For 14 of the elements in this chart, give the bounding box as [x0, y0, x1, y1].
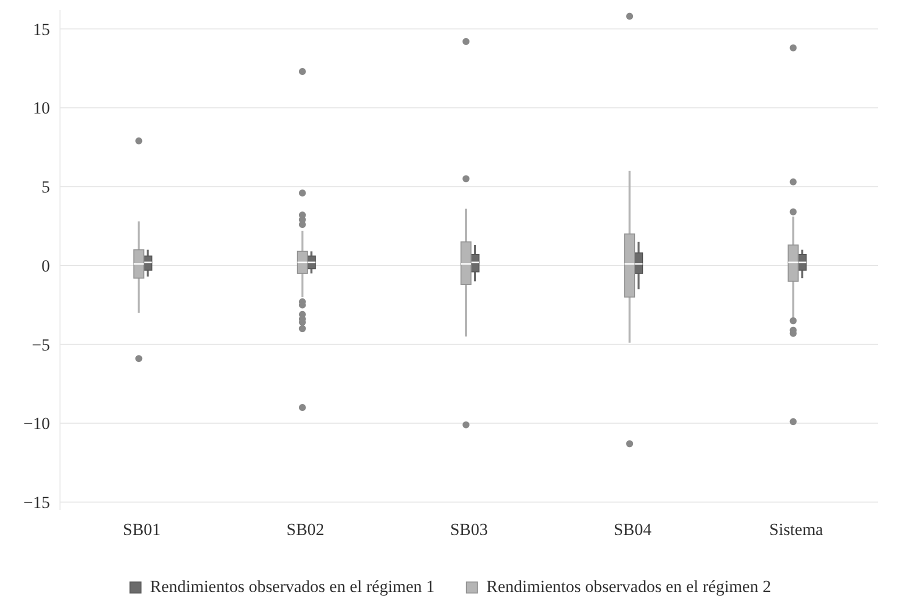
y-tick-label: 0	[42, 256, 50, 276]
legend-label: Rendimientos observados en el régimen 1	[150, 577, 435, 596]
x-tick-label: Sistema	[769, 520, 824, 539]
y-tick-label: 10	[33, 98, 50, 118]
x-tick-label: SB04	[614, 520, 652, 539]
legend-label: Rendimientos observados en el régimen 2	[486, 577, 772, 596]
x-tick-label: SB03	[450, 520, 488, 539]
y-tick-label: −10	[23, 414, 50, 434]
y-tick-label: −5	[32, 335, 50, 354]
y-tick-label: 5	[42, 178, 50, 197]
y-tick-label: −15	[23, 493, 50, 512]
x-tick-label: SB01	[122, 520, 161, 539]
y-tick-label: 15	[33, 20, 50, 39]
x-tick-label: SB02	[286, 520, 324, 539]
